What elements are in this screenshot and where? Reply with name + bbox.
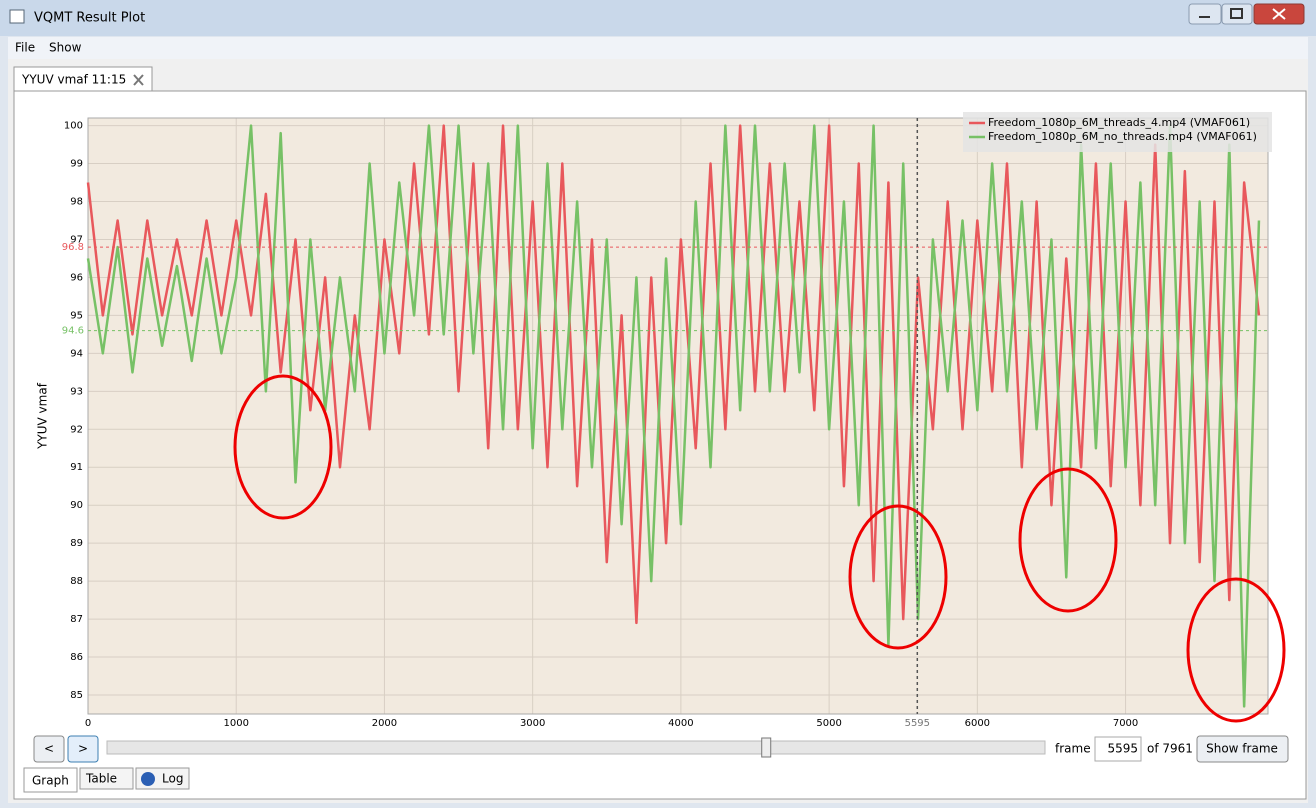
x-tick-label: 4000 xyxy=(668,718,693,729)
legend-label: Freedom_1080p_6M_threads_4.mp4 (VMAF061) xyxy=(988,116,1250,129)
frame-label: frame xyxy=(1055,742,1091,756)
y-tick-label: 98 xyxy=(70,197,83,208)
bottom-tab-label: Graph xyxy=(32,774,69,788)
y-tick-label: 86 xyxy=(70,652,83,663)
menu-item[interactable]: File xyxy=(15,41,35,55)
x-tick-label: 5000 xyxy=(816,718,841,729)
next-label: > xyxy=(78,742,88,756)
highlight-circle xyxy=(848,504,948,650)
highlight-circle xyxy=(1186,577,1286,723)
plot-border xyxy=(87,117,1269,715)
app-icon xyxy=(9,9,25,24)
show-frame-button[interactable] xyxy=(1196,735,1289,763)
y-tick-label: 87 xyxy=(70,614,83,625)
maximize-icon xyxy=(1230,8,1243,19)
maximize-button[interactable] xyxy=(1221,3,1253,25)
y-tick-label: 100 xyxy=(64,121,83,132)
mean-label: 94.6 xyxy=(62,326,84,337)
x-tick-label: 0 xyxy=(85,718,91,729)
menu-item[interactable]: Show xyxy=(49,41,82,55)
x-tick-label: 1000 xyxy=(223,718,248,729)
y-tick-label: 97 xyxy=(70,234,83,245)
x-tick-label: 2000 xyxy=(372,718,397,729)
legend-box xyxy=(963,112,1272,152)
y-axis-label: YYUV vmaf xyxy=(36,382,50,450)
title-bar xyxy=(0,0,1316,36)
series-line xyxy=(86,124,1261,708)
y-tick-label: 93 xyxy=(70,386,83,397)
bottom-tab[interactable] xyxy=(79,767,134,790)
bottom-tab-label: Log xyxy=(162,772,183,786)
y-tick-label: 92 xyxy=(70,424,83,435)
y-tick-label: 90 xyxy=(70,500,83,511)
x-tick-label: 7000 xyxy=(1113,718,1138,729)
show-frame-label: Show frame xyxy=(1206,742,1278,756)
y-tick-label: 85 xyxy=(70,690,83,701)
y-tick-label: 95 xyxy=(70,310,83,321)
highlight-circle xyxy=(233,374,333,520)
cursor-label: 5595 xyxy=(905,718,930,729)
prev-button[interactable] xyxy=(33,735,65,763)
minimize-button[interactable] xyxy=(1188,3,1222,25)
info-icon xyxy=(141,772,155,786)
close-icon xyxy=(1272,8,1286,20)
window-title: VQMT Result Plot xyxy=(34,11,145,26)
y-tick-label: 99 xyxy=(70,159,83,170)
tab-label: YYUV vmaf 11:15 xyxy=(21,73,126,87)
x-tick-label: 3000 xyxy=(520,718,545,729)
y-tick-label: 88 xyxy=(70,576,83,587)
legend-label: Freedom_1080p_6M_no_threads.mp4 (VMAF061… xyxy=(988,130,1257,143)
frame-slider[interactable] xyxy=(106,740,1046,755)
annotations xyxy=(233,374,1286,723)
prev-label: < xyxy=(44,742,54,756)
bottom-tab[interactable] xyxy=(23,767,78,793)
menu-bar xyxy=(8,37,1308,59)
frame-input[interactable] xyxy=(1094,736,1142,762)
next-button[interactable] xyxy=(67,735,99,763)
bottom-tab-label: Table xyxy=(85,772,117,786)
frame-input-value: 5595 xyxy=(1107,742,1138,756)
y-tick-label: 91 xyxy=(70,462,83,473)
y-tick-label: 94 xyxy=(70,348,83,359)
y-tick-label: 89 xyxy=(70,538,83,549)
y-tick-label: 96 xyxy=(70,272,83,283)
frame-total: of 7961 xyxy=(1147,742,1193,756)
tab-close[interactable] xyxy=(133,74,144,86)
mean-label: 96.8 xyxy=(62,242,84,253)
x-tick-label: 6000 xyxy=(965,718,990,729)
highlight-circle xyxy=(1018,467,1118,613)
slider-thumb[interactable] xyxy=(761,737,772,758)
